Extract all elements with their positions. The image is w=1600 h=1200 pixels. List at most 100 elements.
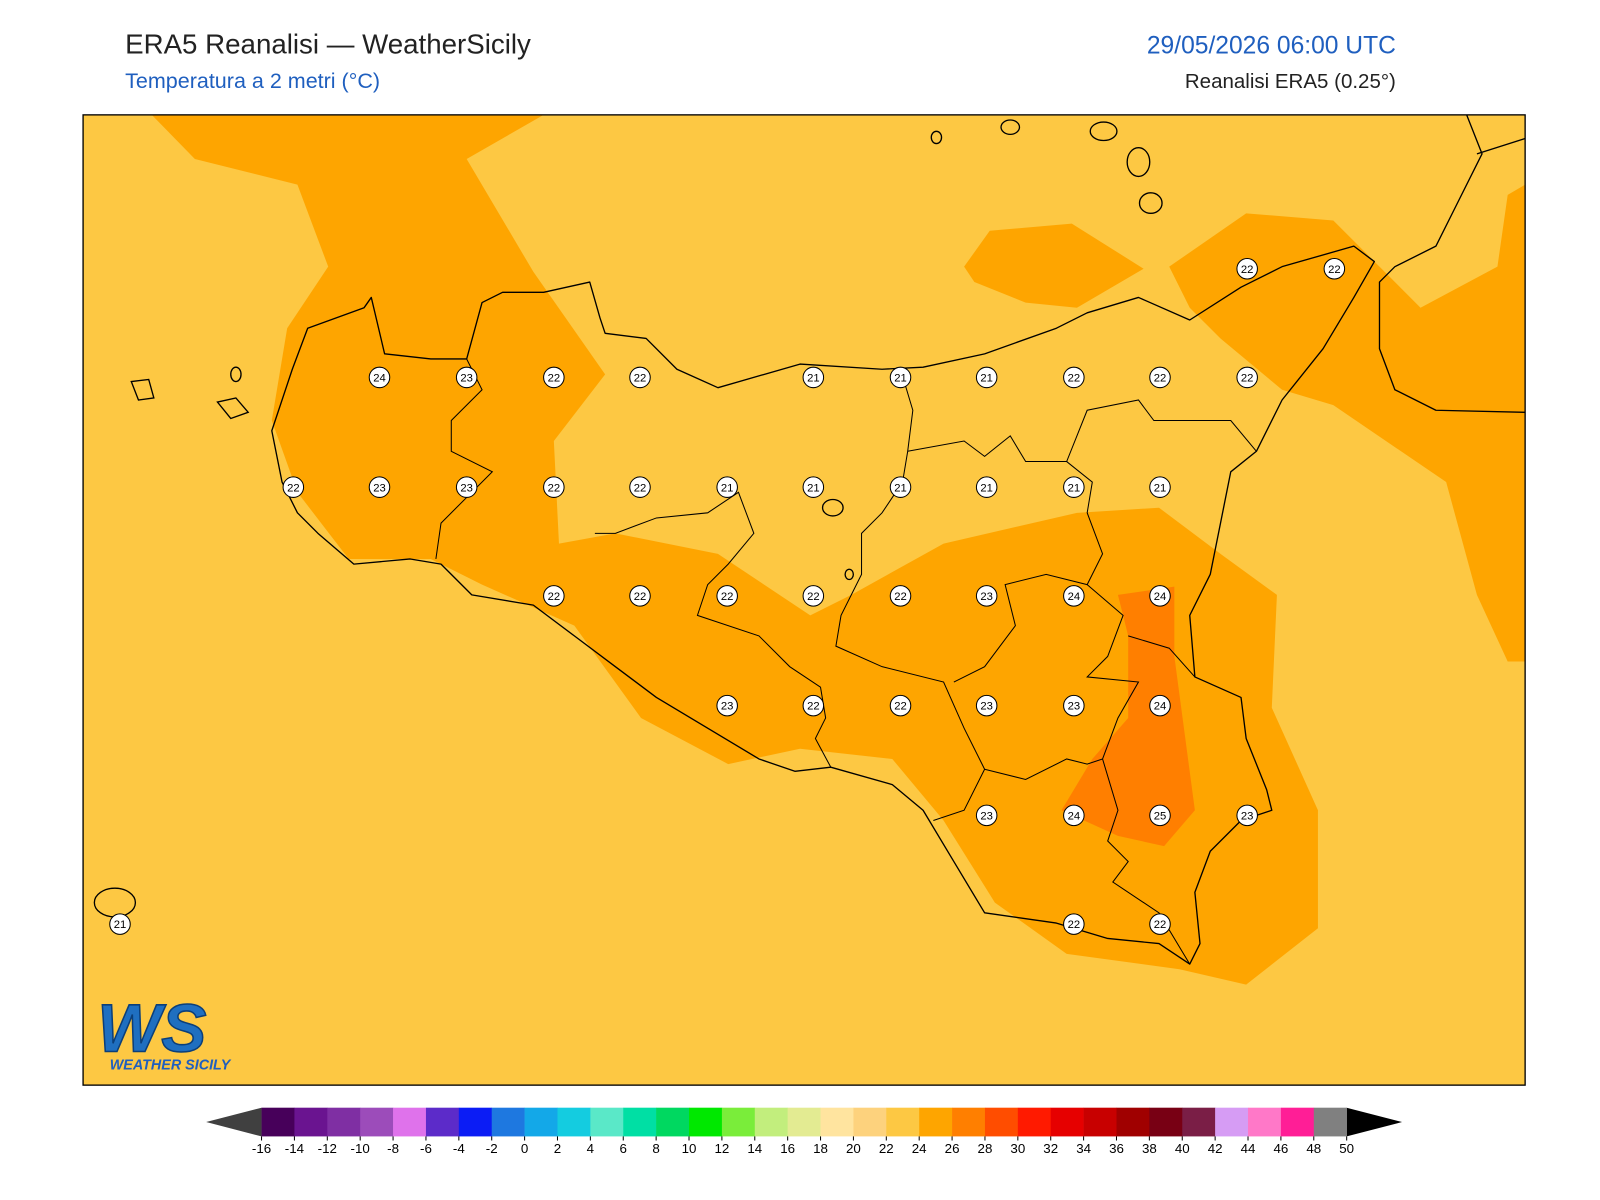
station-marker [889,694,912,717]
station-marker [975,476,998,498]
colorbar-tick-label: 2 [554,1141,561,1156]
station-marker [1236,366,1258,389]
calabria-coastline [1378,114,1526,413]
station-marker [802,476,825,498]
station-value: 22 [807,701,820,713]
colorbar-tick-label: 12 [714,1141,729,1156]
station-value: 22 [1068,919,1081,931]
colorbar-tick-label: 32 [1043,1141,1058,1156]
station-marker [1149,804,1171,827]
subtitle: Temperatura a 2 metri (°C) [125,69,380,93]
colorbar-segment [656,1107,690,1137]
colorbar-tick-label: -4 [453,1141,465,1156]
station-value: 24 [1068,810,1081,822]
lake [844,568,854,581]
colorbar-segment [1248,1107,1282,1137]
colorbar-segment [721,1107,756,1137]
station-marker [1063,804,1085,827]
station-value: 22 [1328,264,1341,276]
station-value: 21 [721,482,734,494]
colorbar-segment [491,1107,525,1137]
station-marker [975,804,998,827]
station-marker [629,366,651,389]
station-marker [282,476,305,498]
colorbar-tick-label: -8 [387,1141,399,1156]
plot-area: 22 22 24 23 22 22 21 21 21 22 22 22 22 23 23 22 22 21 21 21… [83,114,1526,1086]
island [1138,192,1163,214]
station-value: 21 [807,373,820,385]
field-22-24 [1169,184,1526,662]
station-value: 24 [1154,591,1167,603]
colorbar-segment [1017,1107,1052,1137]
station-marker [716,585,738,607]
colorbar-tick-label: 22 [879,1141,894,1156]
island [1089,121,1118,142]
station-marker [368,366,391,389]
station-value: 22 [548,591,561,603]
station-marker [975,694,998,717]
province-border [953,461,1104,683]
colorbar-segment [1050,1107,1084,1137]
station-marker [1063,694,1085,717]
island [1126,147,1151,178]
station-marker [975,366,998,389]
station-value: 23 [721,701,734,713]
station-value: 22 [894,701,907,713]
colorbar-tick-label: 36 [1109,1141,1124,1156]
colorbar-segment [1215,1107,1249,1137]
station-marker [716,476,738,498]
island [230,366,242,383]
colorbar-tick-label: 24 [912,1141,927,1156]
title: ERA5 Reanalisi — WeatherSicily [125,28,531,59]
station-marker [455,366,478,389]
colorbar-segment [590,1107,624,1137]
station-value: 22 [634,373,647,385]
station-marker [1063,913,1085,935]
field-24-26 [1061,586,1195,847]
logo-mark: WS [97,991,206,1066]
colorbar-tick-label: -14 [285,1141,305,1156]
colorbar-segment [360,1107,394,1137]
station-value: 23 [373,482,386,494]
station-value: 22 [548,482,561,494]
colorbar-tick-label: 30 [1010,1141,1025,1156]
colorbar-segment [524,1107,558,1137]
station-value: 23 [460,373,473,385]
colorbar-segment [623,1107,657,1137]
datetime: 29/05/2026 06:00 UTC [1147,32,1396,59]
province-border [1102,758,1191,965]
province-border [984,584,1140,781]
station-marker [1149,476,1171,498]
colorbar-tick-label: 6 [620,1141,627,1156]
colorbar-segment [327,1107,361,1137]
station-value: 22 [634,591,647,603]
colorbar-tick-label: 16 [780,1141,795,1156]
colorbar-segment [689,1107,723,1137]
station-value: 23 [1241,810,1254,822]
plot-frame [82,114,1526,1086]
colorbar-tick-label: 0 [521,1141,528,1156]
colorbar-tick-label: 14 [747,1141,762,1156]
station-value: 22 [634,482,647,494]
logo-name: WEATHER SICILY [110,1058,232,1074]
colorbar-segment [1280,1107,1315,1137]
colorbar-tick-label: 28 [978,1141,993,1156]
station-marker [543,366,565,389]
station-value: 24 [373,373,386,385]
colorbar-tick-label: 48 [1306,1141,1321,1156]
colorbar-segment [425,1107,460,1137]
colorbar-tick-label: 44 [1241,1141,1256,1156]
colorbar-segment [1182,1107,1216,1137]
island [130,378,155,401]
colorbar-segment [1313,1107,1347,1137]
colorbar-segment [393,1107,427,1137]
station-marker [975,585,998,607]
station-value: 21 [894,482,907,494]
province-border [1128,635,1196,678]
field-22-24 [151,114,1318,985]
station-value: 23 [980,591,993,603]
station-value: 22 [1154,373,1167,385]
station-marker [629,476,651,498]
